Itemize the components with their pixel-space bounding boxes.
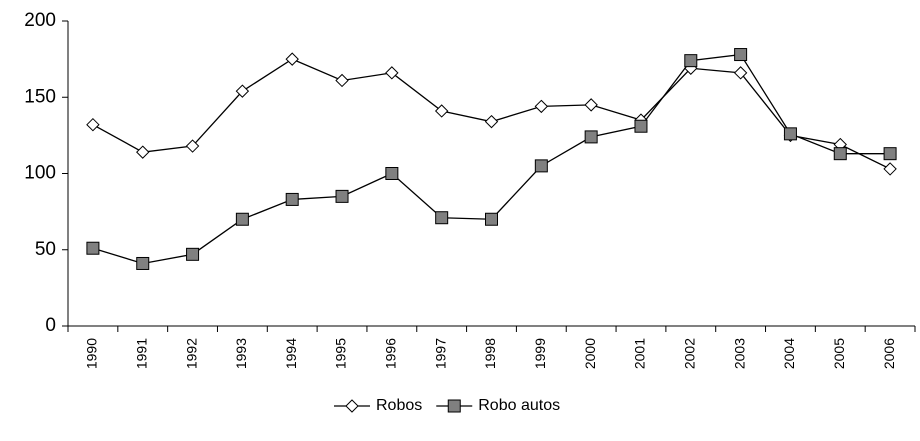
x-tick-label: 1999 [532, 338, 548, 369]
point [883, 162, 897, 176]
point [833, 147, 847, 161]
x-tick-label: 1994 [283, 338, 299, 369]
x-tick-label: 1995 [333, 338, 349, 369]
point [734, 48, 748, 62]
point [385, 167, 399, 180]
point [86, 117, 100, 132]
x-tick-label: 2002 [681, 338, 697, 369]
x-tick-label: 2006 [881, 338, 897, 369]
point [285, 52, 299, 66]
point [435, 211, 449, 225]
legend-marker [447, 399, 461, 413]
point [136, 256, 150, 270]
x-tick-label: 1998 [482, 338, 498, 369]
x-tick-label: 2004 [781, 338, 797, 369]
point [186, 247, 200, 261]
legend-marker [345, 399, 359, 413]
x-tick-label: 2001 [632, 338, 648, 369]
legend-label: Robos [376, 397, 422, 414]
y-tick-label: 0 [45, 315, 56, 336]
point [883, 147, 897, 161]
x-tick-label: 2005 [831, 338, 847, 369]
point [185, 139, 200, 153]
y-tick-label: 200 [24, 10, 56, 31]
point [335, 189, 349, 203]
point [733, 66, 748, 80]
point [434, 104, 449, 118]
point [584, 130, 598, 144]
point [534, 159, 548, 173]
x-tick-label: 1991 [133, 338, 149, 369]
legend-label: Robo autos [478, 397, 560, 414]
x-tick-label: 1992 [183, 338, 199, 369]
point [335, 73, 349, 88]
point [235, 212, 249, 226]
x-tick-label: 1990 [84, 338, 100, 369]
point [86, 241, 100, 255]
x-tick-label: 1996 [383, 338, 399, 369]
point [385, 66, 399, 80]
point [584, 98, 598, 112]
x-tick-label: 1997 [432, 338, 448, 369]
y-tick-label: 50 [35, 239, 56, 260]
point [136, 145, 150, 159]
point [634, 119, 648, 133]
x-tick-label: 1993 [233, 338, 249, 369]
point [285, 192, 299, 206]
series-line [92, 53, 891, 265]
point [484, 114, 499, 129]
point [783, 127, 797, 141]
point [684, 54, 698, 68]
y-tick-label: 150 [24, 86, 56, 107]
x-tick-label: 2003 [731, 338, 747, 369]
point [235, 84, 250, 98]
y-tick-label: 100 [24, 163, 56, 184]
x-tick-label: 2000 [582, 338, 598, 369]
point [485, 212, 498, 226]
point [534, 99, 549, 114]
series-line [92, 58, 891, 170]
